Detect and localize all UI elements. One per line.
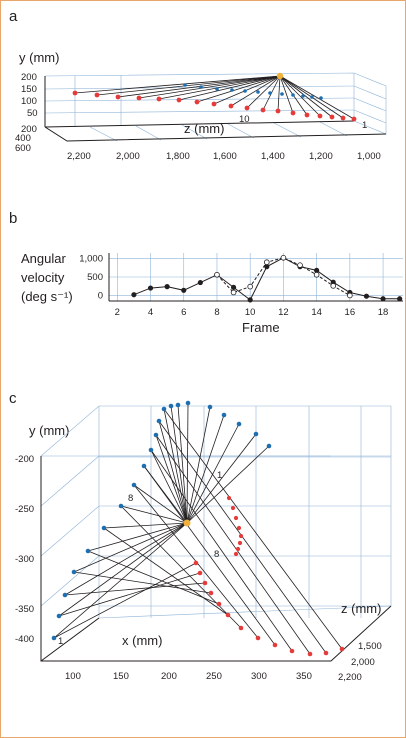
panel-a-blue-marker (256, 90, 260, 94)
panel-a-blue-marker (310, 95, 314, 99)
panel-a-ray (117, 75, 281, 98)
panel-a-y-tick: 100 (21, 96, 37, 107)
panel-a-ray (196, 75, 281, 103)
panel-a-x-tick: 1,000 (357, 151, 381, 162)
panel-a-x-tick: 1,800 (166, 151, 190, 162)
panel-a-red-marker (72, 90, 78, 96)
panel-a-red-marker (275, 108, 281, 114)
panel-a-blue-marker (268, 91, 272, 95)
panel-a-red-marker (194, 99, 200, 105)
panel-a-letter: a (9, 8, 18, 25)
panel-a-markers (72, 72, 357, 122)
panel-a-ray (178, 75, 281, 101)
panel-a-grid (44, 72, 387, 142)
panel-a-y-tick: 150 (21, 84, 37, 95)
panel-a-ray (230, 75, 281, 107)
panel-a-y-tick: 200 (21, 72, 37, 83)
panel-a-x-tick: 2,200 (67, 151, 91, 162)
panel-a-ray (279, 75, 355, 120)
panel-a-red-marker (244, 105, 250, 111)
panel-a-rays (74, 75, 355, 120)
panel-a-y-tick: 50 (27, 108, 38, 119)
panel-a-red-marker (329, 114, 335, 120)
panel-a-ray (213, 75, 281, 105)
panel-a-blue-marker (199, 85, 203, 89)
panel-a-red-marker (260, 107, 266, 113)
panel-a-depth-tick: 600 (15, 143, 31, 154)
panel-a-x-tick: 1,200 (309, 151, 333, 162)
panel-a-red-marker (176, 97, 182, 103)
panel-a-ray (158, 75, 281, 100)
panel-a-red-marker (156, 96, 162, 102)
panel-a-ray (279, 75, 321, 117)
panel-a-depth-tick: 200 (21, 124, 37, 135)
panel-a-ray (279, 75, 333, 118)
panel-a-red-marker (211, 101, 217, 107)
panel-a-red-marker (115, 94, 121, 100)
panel-a-red-marker (340, 115, 346, 121)
panel-a-axes (44, 76, 387, 142)
panel-a-ray (279, 75, 294, 114)
panel-a-x-tick: 1,600 (213, 151, 237, 162)
panel-a-ray (74, 75, 281, 94)
panel-a-blue-marker (301, 94, 305, 98)
panel-a-y-axis-label: y (mm) (19, 50, 59, 65)
panel-a-blue-marker (243, 89, 247, 93)
panel-a-apex-marker (276, 72, 284, 80)
panel-a-red-marker (351, 116, 357, 122)
panel-a-blue-marker (183, 83, 187, 87)
panel-a-x-tick: 2,000 (116, 151, 140, 162)
panel-a-blue-marker (280, 92, 284, 96)
panel-a-red-marker (290, 110, 296, 116)
panel-a-x-tick: 1,400 (261, 151, 285, 162)
panel-a-red-marker (228, 103, 234, 109)
panel-a-red-marker (94, 92, 100, 98)
panel-a-red-marker (304, 112, 310, 118)
panel-a-blue-marker (215, 87, 219, 91)
panel-a-ray (246, 75, 281, 109)
panel-a-annotation: 1 (362, 120, 367, 131)
panel-a-annotation: 10 (239, 114, 250, 125)
panel-a-ray (277, 75, 281, 112)
panel-a-blue-marker (291, 93, 295, 97)
panel-a-depth-tick: 400 (15, 133, 31, 144)
panel-a-ray (96, 75, 281, 96)
panel-a-blue-marker (319, 96, 323, 100)
panel-a-red-marker (136, 95, 142, 101)
panel-a-blue-marker (230, 88, 234, 92)
panel-a-red-marker (317, 113, 323, 119)
panel-a-x-axis-label: z (mm) (184, 121, 224, 136)
panel-a-ray (138, 75, 281, 99)
